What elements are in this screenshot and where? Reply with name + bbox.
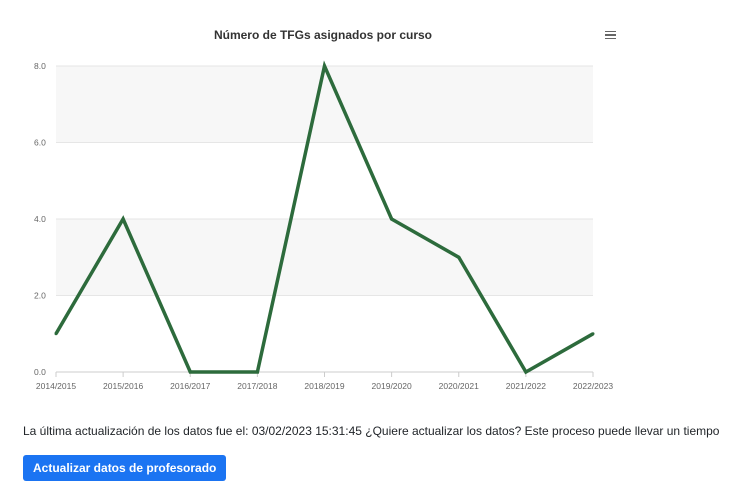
- x-tick-label: 2019/2020: [372, 381, 412, 391]
- x-tick-label: 2018/2019: [304, 381, 344, 391]
- y-axis: 0.0 2.0 4.0 6.0 8.0: [34, 61, 46, 377]
- y-tick-label: 2.0: [34, 291, 46, 301]
- chart-title: Número de TFGs asignados por curso: [214, 28, 432, 42]
- data-point[interactable]: [255, 370, 259, 374]
- line-chart: 0.0 2.0 4.0 6.0 8.0 2014/2015 2015/2016 2016/2…: [34, 28, 613, 391]
- y-tick-label: 6.0: [34, 138, 46, 148]
- hamburger-menu-icon: [604, 30, 616, 33]
- data-point[interactable]: [188, 370, 192, 374]
- x-tick-label: 2014/2015: [36, 381, 76, 391]
- chart-container: 0.0 2.0 4.0 6.0 8.0 2014/2015 2015/2016 2016/2…: [34, 27, 620, 391]
- x-tick-label: 2016/2017: [170, 381, 210, 391]
- data-point[interactable]: [591, 332, 595, 336]
- data-point[interactable]: [54, 332, 58, 336]
- last-update-message: La última actualización de los datos fue…: [23, 424, 719, 438]
- series-group: [54, 60, 595, 375]
- plot-bands: [56, 66, 593, 296]
- x-tick-label: 2015/2016: [103, 381, 143, 391]
- data-point[interactable]: [524, 370, 528, 374]
- y-tick-label: 8.0: [34, 61, 46, 71]
- data-point[interactable]: [457, 255, 461, 259]
- plot-band: [56, 66, 593, 143]
- update-professors-button[interactable]: Actualizar datos de profesorado: [23, 455, 227, 481]
- last-update-timestamp: 03/02/2023 15:31:45: [251, 424, 362, 438]
- plot-band: [56, 219, 593, 296]
- data-point[interactable]: [121, 217, 125, 221]
- data-point[interactable]: [323, 64, 326, 68]
- x-tick-label: 2017/2018: [237, 381, 277, 391]
- update-question: ¿Quiere actualizar los datos? Este proce…: [365, 424, 720, 438]
- y-tick-label: 0.0: [34, 367, 46, 377]
- last-update-prefix: La última actualización de los datos fue…: [23, 424, 249, 438]
- x-axis: 2014/2015 2015/2016 2016/2017 2017/2018 2018…: [36, 372, 613, 391]
- chart-menu-button[interactable]: [600, 27, 620, 43]
- x-tick-label: 2020/2021: [439, 381, 479, 391]
- x-tick-label: 2021/2022: [506, 381, 546, 391]
- y-tick-label: 4.0: [34, 214, 46, 224]
- x-tick-label: 2022/2023: [573, 381, 613, 391]
- data-point[interactable]: [390, 217, 394, 221]
